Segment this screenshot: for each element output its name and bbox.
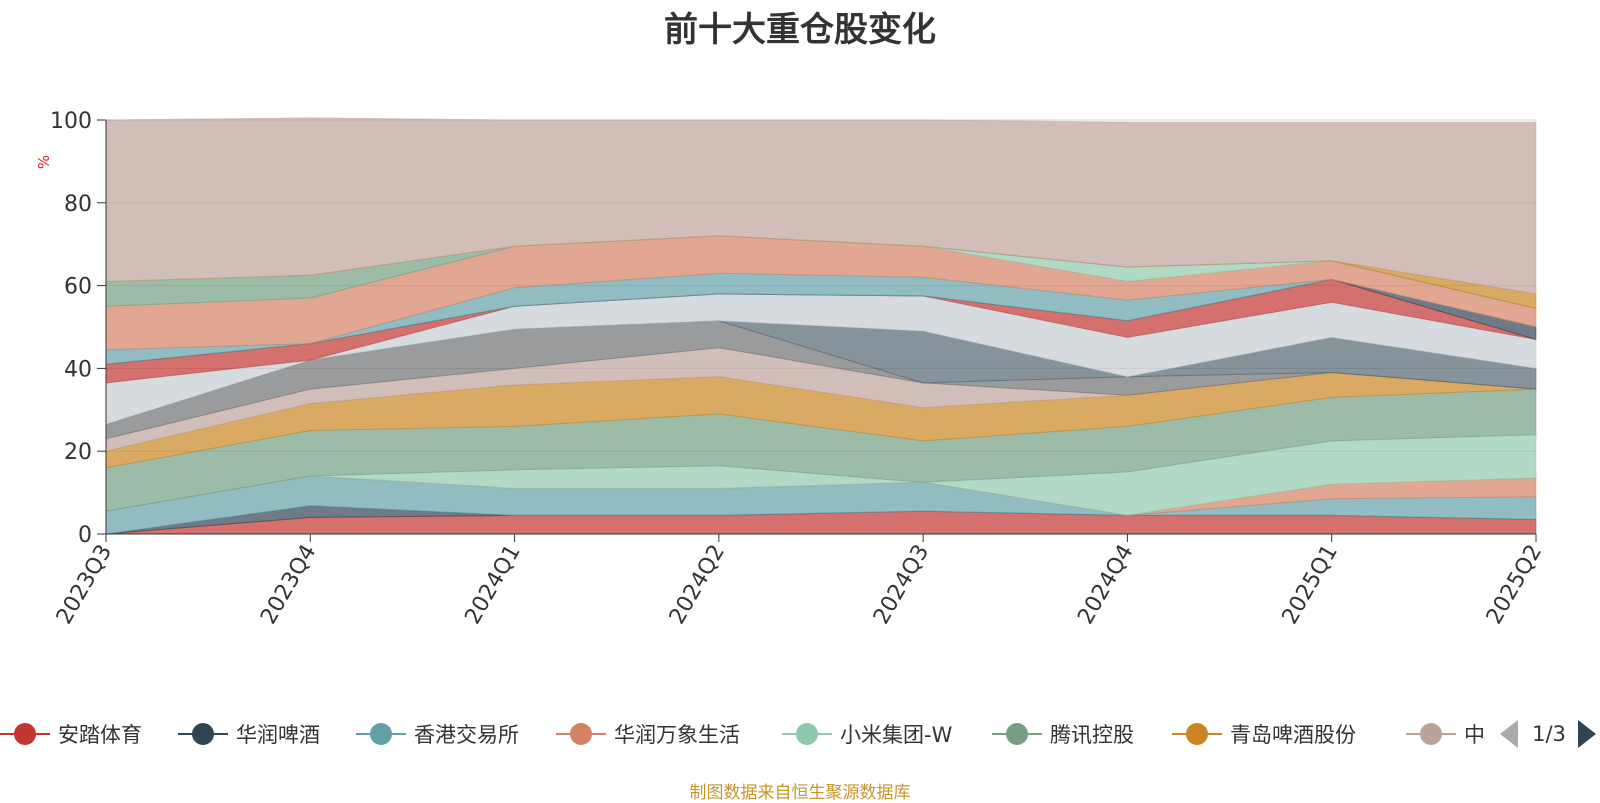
- legend-item[interactable]: 华润万象生活: [556, 716, 771, 752]
- legend-label: 中国移动: [1464, 723, 1486, 747]
- y-tick-label: 0: [78, 523, 92, 548]
- x-tick-label: 2024Q2: [665, 541, 730, 629]
- pager-prev-icon[interactable]: [1500, 720, 1518, 748]
- legend: 安踏体育 华润啤酒 香港交易所 华润万象生活 小米集团-W 腾讯控股 青岛啤酒股份 中国移动: [0, 716, 1600, 752]
- y-tick-label: 40: [64, 357, 92, 382]
- series-area-18: [105, 117, 1537, 295]
- chart-canvas: 0 20 40 60 80 100% 2023Q3 2023Q4 2024Q1 2024Q2 202…: [35, 109, 1547, 629]
- legend-marker-icon: [0, 723, 50, 745]
- y-tick-label: 60: [64, 275, 92, 300]
- chart-title: 前十大重仓股变化: [664, 10, 936, 50]
- legend-marker-icon: [782, 723, 832, 745]
- legend-item[interactable]: 香港交易所: [356, 716, 546, 752]
- y-tick-label: 20: [64, 440, 92, 465]
- legend-item[interactable]: 腾讯控股: [992, 716, 1162, 752]
- x-tick-label: 2024Q3: [869, 541, 934, 629]
- x-tick-label: 2025Q1: [1278, 541, 1343, 629]
- legend-marker-icon: [178, 723, 228, 745]
- legend-item[interactable]: 小米集团-W: [782, 716, 977, 752]
- legend-label: 华润万象生活: [614, 723, 740, 747]
- x-tick-label: 2023Q4: [256, 541, 321, 629]
- legend-item[interactable]: 中国移动: [1406, 716, 1486, 752]
- legend-marker-icon: [1172, 723, 1222, 745]
- legend-label: 小米集团-W: [840, 723, 953, 747]
- legend-item[interactable]: 安踏体育: [0, 716, 170, 752]
- pager-page-indicator: 1/3: [1532, 722, 1566, 746]
- x-tick-label: 2024Q1: [460, 541, 525, 629]
- legend-marker-icon: [556, 723, 606, 745]
- y-axis-label: %: [35, 155, 53, 169]
- legend-label: 青岛啤酒股份: [1230, 723, 1356, 747]
- legend-item[interactable]: 青岛啤酒股份: [1172, 716, 1392, 752]
- y-tick-label: 80: [64, 192, 92, 217]
- legend-label: 腾讯控股: [1050, 723, 1134, 747]
- source-footer: 制图数据来自恒生聚源数据库: [689, 783, 911, 803]
- legend-label: 华润啤酒: [236, 723, 320, 747]
- stacked-areas: [105, 117, 1537, 535]
- legend-marker-icon: [992, 723, 1042, 745]
- legend-marker-icon: [356, 723, 406, 745]
- legend-label: 香港交易所: [414, 723, 519, 747]
- legend-item[interactable]: 华润啤酒: [178, 716, 348, 752]
- legend-label: 安踏体育: [58, 723, 142, 747]
- legend-pager: 1/3: [1500, 720, 1600, 750]
- x-tick-label: 2023Q3: [52, 541, 117, 629]
- x-tick-label: 2024Q4: [1073, 541, 1138, 629]
- pager-next-icon[interactable]: [1578, 720, 1596, 748]
- x-tick-label: 2025Q2: [1482, 541, 1547, 629]
- y-tick-label: 100: [50, 109, 92, 134]
- legend-marker-icon: [1406, 723, 1456, 745]
